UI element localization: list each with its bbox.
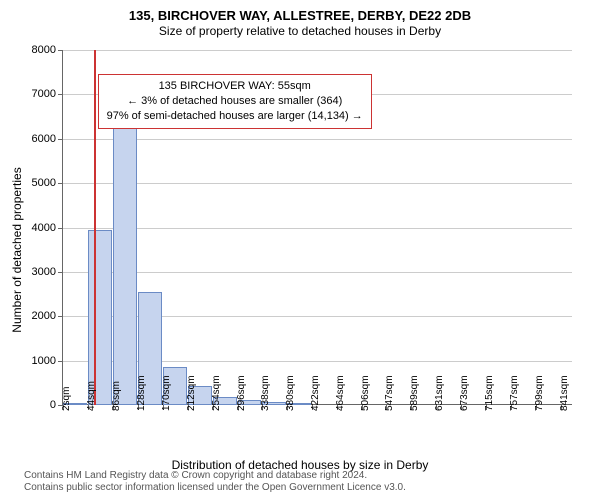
x-tick-label: 631sqm bbox=[434, 375, 445, 411]
y-tick-label: 8000 bbox=[32, 44, 62, 56]
y-tick-label: 7000 bbox=[32, 88, 62, 100]
x-tick-label: 380sqm bbox=[285, 375, 296, 411]
x-tick-label: 338sqm bbox=[260, 375, 271, 411]
x-tick-label: 673sqm bbox=[459, 375, 470, 411]
x-tick-label: 589sqm bbox=[409, 375, 420, 411]
histogram-bar bbox=[113, 105, 137, 405]
y-tick-label: 3000 bbox=[32, 266, 62, 278]
x-tick-label: 799sqm bbox=[534, 375, 545, 411]
annotation-box: 135 BIRCHOVER WAY: 55sqm← 3% of detached… bbox=[98, 74, 372, 129]
x-tick-label: 757sqm bbox=[509, 375, 520, 411]
grid-line bbox=[62, 272, 572, 273]
x-tick-label: 715sqm bbox=[484, 375, 495, 411]
chart-title: 135, BIRCHOVER WAY, ALLESTREE, DERBY, DE… bbox=[0, 0, 600, 23]
x-tick-label: 254sqm bbox=[211, 375, 222, 411]
x-tick-label: 422sqm bbox=[310, 375, 321, 411]
grid-line bbox=[62, 228, 572, 229]
annotation-line-2: ← 3% of detached houses are smaller (364… bbox=[107, 94, 363, 109]
property-size-histogram: 135, BIRCHOVER WAY, ALLESTREE, DERBY, DE… bbox=[0, 0, 600, 500]
y-tick-label: 1000 bbox=[32, 355, 62, 367]
x-tick-label: 212sqm bbox=[186, 375, 197, 411]
y-tick-label: 4000 bbox=[32, 222, 62, 234]
annotation-line-1: 135 BIRCHOVER WAY: 55sqm bbox=[107, 79, 363, 94]
grid-line bbox=[62, 50, 572, 51]
x-tick-label: 547sqm bbox=[384, 375, 395, 411]
y-tick-label: 5000 bbox=[32, 177, 62, 189]
x-tick-label: 170sqm bbox=[161, 375, 172, 411]
x-tick-label: 2sqm bbox=[61, 387, 72, 411]
y-tick-label: 6000 bbox=[32, 133, 62, 145]
property-marker-line bbox=[94, 50, 96, 405]
grid-line bbox=[62, 183, 572, 184]
plot-area: 0100020003000400050006000700080002sqm44s… bbox=[62, 50, 572, 405]
x-tick-label: 296sqm bbox=[236, 375, 247, 411]
annotation-line-3: 97% of semi-detached houses are larger (… bbox=[107, 109, 363, 124]
histogram-bar bbox=[88, 230, 112, 405]
x-tick-label: 44sqm bbox=[86, 381, 97, 411]
attribution-line-2: Contains public sector information licen… bbox=[24, 482, 406, 494]
grid-line bbox=[62, 139, 572, 140]
x-tick-label: 506sqm bbox=[360, 375, 371, 411]
y-axis-label: Number of detached properties bbox=[10, 167, 24, 332]
attribution-text: Contains HM Land Registry data © Crown c… bbox=[24, 470, 406, 494]
x-tick-label: 128sqm bbox=[136, 375, 147, 411]
x-tick-label: 86sqm bbox=[111, 381, 122, 411]
attribution-line-1: Contains HM Land Registry data © Crown c… bbox=[24, 470, 406, 482]
chart-subtitle: Size of property relative to detached ho… bbox=[0, 23, 600, 38]
x-tick-label: 841sqm bbox=[559, 375, 570, 411]
y-tick-label: 2000 bbox=[32, 310, 62, 322]
x-tick-label: 464sqm bbox=[335, 375, 346, 411]
